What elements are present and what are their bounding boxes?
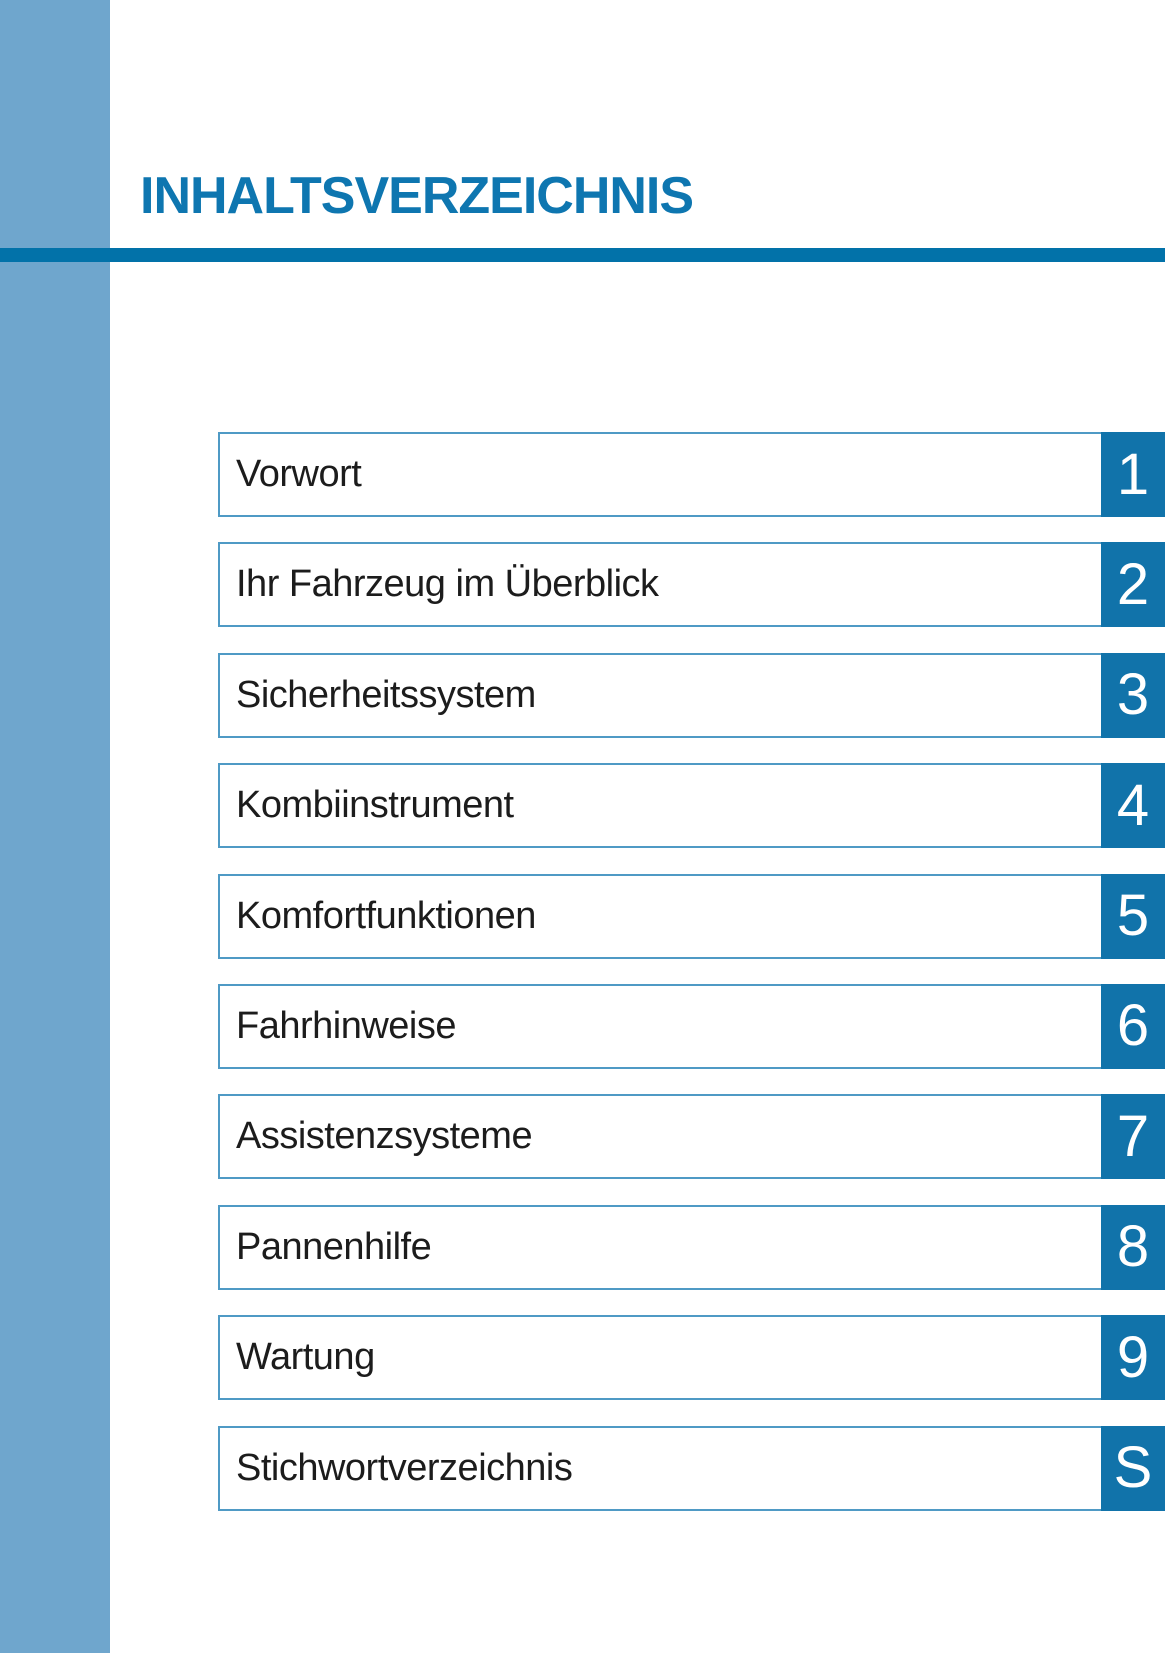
toc-row-label: Komfortfunktionen [236, 894, 536, 937]
toc-row[interactable]: Vorwort 1 [218, 432, 1165, 517]
toc-row-chapter-tab: 2 [1101, 542, 1165, 628]
toc-row[interactable]: Assistenzsysteme 7 [218, 1094, 1165, 1180]
toc-row-label-box: Vorwort [218, 432, 1101, 517]
toc-row-label-box: Komfortfunktionen [218, 873, 1101, 959]
toc-row-chapter-tab: 9 [1101, 1315, 1165, 1401]
toc-row-label-box: Kombiinstrument [218, 763, 1101, 849]
toc-row[interactable]: Komfortfunktionen 5 [218, 873, 1165, 959]
toc-row-chapter-tab: 6 [1101, 983, 1165, 1069]
toc-row-chapter-tab: 7 [1101, 1094, 1165, 1180]
toc-row-label: Vorwort [236, 453, 362, 495]
toc-row-chapter-tab: S [1101, 1425, 1165, 1511]
toc-row[interactable]: Kombiinstrument 4 [218, 763, 1165, 849]
toc-row-label: Assistenzsysteme [236, 1115, 533, 1158]
toc-row-label: Kombiinstrument [236, 784, 514, 827]
sidebar-accent-band [0, 0, 110, 1653]
toc-row-label: Wartung [236, 1336, 375, 1379]
toc-row-label-box: Ihr Fahrzeug im Überblick [218, 542, 1101, 628]
toc-row[interactable]: Stichwortverzeichnis S [218, 1425, 1165, 1511]
page-title: INHALTSVERZEICHNIS [140, 167, 694, 225]
toc-row-chapter-tab: 5 [1101, 873, 1165, 959]
toc-row-label: Fahrhinweise [236, 1004, 457, 1047]
toc-row-label-box: Fahrhinweise [218, 983, 1101, 1069]
toc-row[interactable]: Fahrhinweise 6 [218, 983, 1165, 1069]
toc-row[interactable]: Pannenhilfe 8 [218, 1204, 1165, 1290]
toc-row-label: Stichwortverzeichnis [236, 1446, 573, 1489]
toc-row-label-box: Stichwortverzeichnis [218, 1425, 1101, 1511]
toc-row-chapter-tab: 4 [1101, 763, 1165, 849]
toc-row-chapter-tab: 8 [1101, 1204, 1165, 1290]
title-divider-bar [0, 248, 1165, 262]
toc-row-label-box: Wartung [218, 1315, 1101, 1401]
toc-row[interactable]: Ihr Fahrzeug im Überblick 2 [218, 542, 1165, 628]
toc-row-label: Sicherheitssystem [236, 673, 536, 716]
toc-row-label: Ihr Fahrzeug im Überblick [236, 563, 659, 606]
toc-row-label-box: Pannenhilfe [218, 1204, 1101, 1290]
toc-row-label-box: Assistenzsysteme [218, 1094, 1101, 1180]
toc-row-label-box: Sicherheitssystem [218, 652, 1101, 738]
toc-list: Vorwort 1 Ihr Fahrzeug im Überblick 2 Si… [218, 432, 1165, 1511]
toc-row-chapter-tab: 3 [1101, 652, 1165, 738]
toc-row[interactable]: Sicherheitssystem 3 [218, 652, 1165, 738]
toc-row-chapter-tab: 1 [1101, 432, 1165, 517]
toc-row[interactable]: Wartung 9 [218, 1315, 1165, 1401]
toc-row-label: Pannenhilfe [236, 1225, 432, 1268]
